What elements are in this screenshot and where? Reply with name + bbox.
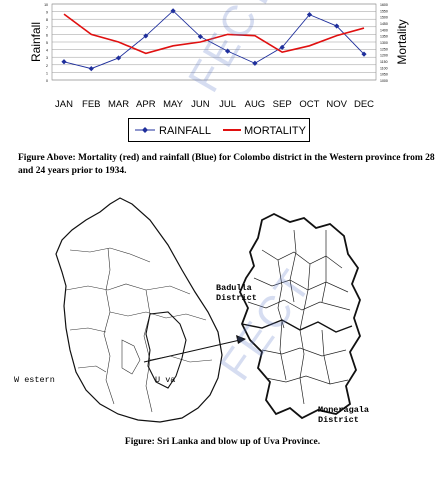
x-tick-label: JAN	[55, 99, 73, 110]
province-boundaries	[65, 247, 213, 413]
uva-region-small	[145, 311, 187, 389]
right-tick-label: 1300	[380, 41, 388, 45]
right-tick-label: 1150	[380, 60, 388, 64]
rainfall-point	[61, 59, 67, 65]
x-tick-label: NOV	[326, 99, 347, 110]
chart-caption: Figure Above: Mortality (red) and rainfa…	[18, 153, 435, 176]
right-tick-label: 1000	[380, 79, 388, 83]
y2-axis-label: Mortality	[395, 19, 409, 64]
legend-mortality-label: MORTALITY	[244, 125, 307, 137]
right-tick-label: 1100	[380, 66, 388, 70]
legend-svg: RAINFALL MORTALITY	[135, 125, 307, 137]
right-tick-label: 1550	[380, 9, 388, 13]
uva-divisions	[247, 229, 351, 405]
label-uva: U va	[155, 375, 176, 385]
series-line-rainfall	[63, 10, 365, 70]
rainfall-mortality-chart: 10 9 8 7 6 5 4 3 2 1 0 1600 1550 1500 1450 1400 1350 1300…	[0, 0, 445, 140]
rainfall-point	[361, 51, 367, 57]
rainfall-point	[88, 66, 94, 72]
rainfall-point	[252, 60, 258, 66]
label-western: W estern	[14, 375, 55, 385]
left-tick-label: 0	[46, 79, 48, 83]
left-tick-label: 4	[46, 49, 48, 53]
x-tick-label: SEP	[273, 99, 292, 110]
rainfall-point	[197, 34, 203, 40]
right-tick-label: 1600	[380, 3, 388, 7]
x-tick-label: MAY	[163, 99, 184, 110]
left-tick-label: 2	[46, 64, 48, 68]
right-tick-label: 1500	[380, 16, 388, 20]
right-tick-label: 1050	[380, 73, 388, 77]
rainfall-point	[115, 55, 122, 61]
right-tick-label: 1250	[380, 47, 388, 51]
x-tick-label: MAR	[108, 99, 129, 110]
rainfall-point	[225, 48, 231, 54]
rainfall-point	[170, 8, 176, 14]
rainfall-point	[306, 12, 313, 18]
chart-legend: RAINFALL MORTALITY	[128, 118, 310, 142]
legend-rainfall-label: RAINFALL	[159, 125, 211, 137]
x-tick-label: DEC	[354, 99, 374, 110]
x-tick-label: FEB	[82, 99, 100, 110]
blowup-arrow	[143, 339, 241, 363]
left-tick-label: 3	[46, 56, 48, 60]
maps-svg	[55, 197, 361, 423]
rainfall-point	[143, 33, 149, 39]
left-tick-label: 8	[46, 18, 48, 22]
label-moneragala: Moneragala District	[318, 405, 370, 425]
x-tick-label: AUG	[245, 99, 266, 110]
uva-province-outline	[239, 212, 361, 420]
series-line-mortality	[63, 13, 365, 55]
right-tick-label: 1200	[380, 54, 388, 58]
right-tick-label: 1400	[380, 28, 388, 32]
left-tick-label: 9	[46, 11, 48, 15]
x-tick-label: OCT	[299, 99, 319, 110]
left-tick-label: 7	[46, 26, 48, 30]
left-tick-label: 6	[46, 33, 48, 37]
x-tick-label: JUN	[191, 99, 210, 110]
rainfall-point	[334, 23, 340, 29]
left-tick-label: 1	[46, 71, 48, 75]
rainfall-point	[279, 44, 285, 50]
sri-lanka-outline	[55, 197, 223, 423]
chart-svg: 1098765432101600155015001450140013501300…	[29, 3, 409, 110]
right-tick-label: 1450	[380, 22, 388, 26]
map-caption: Figure: Sri Lanka and blow up of Uva Pro…	[124, 437, 321, 447]
legend-rainfall-marker	[142, 127, 148, 133]
left-tick-label: 10	[44, 3, 48, 7]
x-tick-label: APR	[136, 99, 156, 110]
arrow-head	[236, 335, 246, 344]
right-tick-label: 1350	[380, 35, 388, 39]
y-axis-label: Rainfall	[29, 22, 43, 62]
left-tick-label: 5	[46, 41, 48, 45]
label-badulla: Badulla District	[216, 283, 257, 303]
x-tick-label: JUL	[219, 99, 236, 110]
